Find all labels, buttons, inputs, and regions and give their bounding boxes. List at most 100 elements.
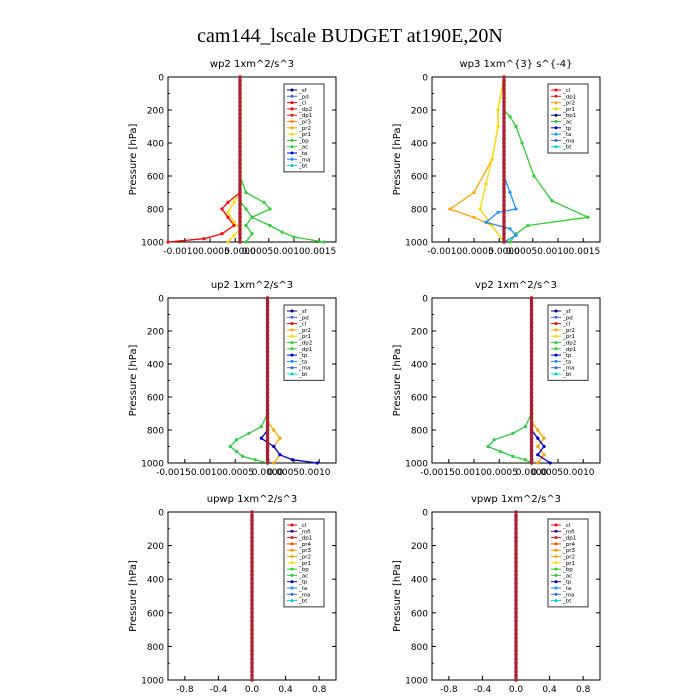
- zero-profile-point: [238, 178, 242, 182]
- series-point: [244, 190, 248, 195]
- zero-profile-point: [238, 223, 242, 228]
- zero-profile-point: [265, 349, 270, 354]
- x-tick-label: -0.4: [210, 685, 228, 695]
- y-tick-label: 400: [147, 576, 164, 586]
- zero-profile-point: [265, 436, 270, 441]
- y-tick-label: 200: [411, 107, 428, 117]
- zero-profile-point: [238, 75, 242, 79]
- panel-6: vpwp 1xm^2/s^3 Pressure [hPa] 0 200 400 600 80…: [392, 494, 601, 695]
- legend-marker: [554, 555, 558, 558]
- zero-profile-point: [529, 407, 534, 412]
- zero-profile-point: [250, 619, 254, 623]
- legend-marker: [554, 372, 558, 376]
- zero-profile-point: [529, 374, 534, 379]
- zero-profile-point: [514, 636, 518, 640]
- series-point: [508, 190, 512, 195]
- series-point: [226, 215, 230, 219]
- zero-profile-point: [529, 320, 534, 325]
- series-line-pr1: [227, 77, 241, 243]
- zero-profile-point: [529, 366, 534, 370]
- zero-profile-point: [238, 157, 242, 162]
- x-tick-label: 0.0000: [488, 247, 520, 257]
- zero-profile-point: [265, 308, 270, 313]
- zero-profile-point: [502, 83, 506, 88]
- zero-profile-point: [514, 619, 518, 623]
- legend-label: _dp2: [562, 341, 576, 347]
- legend-label: _cl: [562, 88, 571, 94]
- zero-profile-point: [529, 353, 534, 358]
- legend-label: _dp1: [562, 536, 576, 542]
- zero-profile-point: [529, 448, 534, 453]
- legend-marker: [554, 145, 558, 149]
- series-line-dp1: [229, 298, 269, 464]
- legend-label: _bp: [298, 138, 309, 144]
- zero-profile-point: [238, 95, 242, 100]
- legend-marker: [554, 315, 558, 319]
- series-point: [232, 223, 236, 228]
- zero-profile-point: [529, 399, 534, 403]
- zero-profile-point: [250, 674, 254, 678]
- legend-label: _pr3: [298, 548, 312, 554]
- y-tick-label: 200: [411, 328, 428, 338]
- zero-profile-point: [502, 174, 506, 178]
- zero-profile-point: [529, 419, 534, 424]
- series-point: [542, 436, 546, 440]
- x-tick-label: 0.0: [245, 685, 260, 695]
- legend-label: _pr2: [562, 101, 575, 107]
- zero-profile-point: [238, 182, 242, 187]
- y-tick-label: 0: [422, 295, 428, 305]
- series-point: [508, 240, 512, 244]
- series-point: [514, 233, 518, 237]
- x-tick-label: -0.00150.00100.0005: [420, 468, 518, 478]
- zero-profile-point: [250, 627, 254, 632]
- series-line-pr2: [266, 298, 281, 464]
- legend-label: _pd: [562, 315, 573, 321]
- series-point: [250, 232, 254, 236]
- y-tick-label: 0: [158, 509, 164, 519]
- series-point: [272, 428, 276, 432]
- zero-profile-point: [502, 223, 506, 228]
- legend-marker: [290, 353, 294, 357]
- legend-marker: [554, 309, 558, 313]
- zero-profile-point: [265, 358, 270, 362]
- legend-marker: [290, 523, 294, 527]
- zero-profile-point: [502, 95, 506, 100]
- y-tick-label: 1000: [141, 460, 164, 470]
- zero-profile-point: [238, 79, 242, 83]
- legend-box: [547, 83, 589, 154]
- zero-profile-point: [250, 661, 254, 665]
- legend-label: _pr4: [298, 542, 312, 548]
- zero-profile-point: [250, 606, 254, 611]
- legend-marker: [290, 341, 294, 344]
- zero-profile-point: [238, 104, 242, 108]
- zero-profile-point: [265, 304, 270, 309]
- legend-marker: [554, 567, 558, 571]
- legend-label: _pr1: [562, 561, 575, 567]
- legend-label: _bt: [562, 599, 572, 605]
- legend-marker: [290, 347, 294, 351]
- zero-profile-point: [238, 112, 242, 116]
- legend-label: _cl: [298, 523, 307, 529]
- series-point: [244, 240, 248, 244]
- zero-profile-point: [265, 320, 270, 325]
- zero-profile-point: [238, 215, 242, 220]
- legend-marker: [290, 88, 294, 92]
- series-point: [496, 124, 500, 129]
- zero-profile-point: [502, 112, 506, 116]
- legend-label: _ma: [298, 592, 310, 598]
- legend-label: _pd: [298, 94, 309, 100]
- zero-profile-point: [514, 598, 518, 602]
- x-tick-label: 0.8: [312, 685, 327, 695]
- zero-profile-point: [514, 674, 518, 678]
- series-point: [268, 223, 272, 228]
- series-point: [498, 449, 503, 454]
- x-tick-label: 0.4: [278, 685, 293, 695]
- legend-label: _pd: [298, 315, 309, 321]
- series-point: [511, 454, 515, 458]
- legend-marker: [290, 372, 294, 376]
- x-tick-label: 0.4: [542, 685, 557, 695]
- legend-label: _pr2: [562, 555, 575, 561]
- zero-profile-point: [238, 124, 242, 129]
- zero-profile-point: [514, 669, 518, 674]
- series-point: [523, 425, 527, 429]
